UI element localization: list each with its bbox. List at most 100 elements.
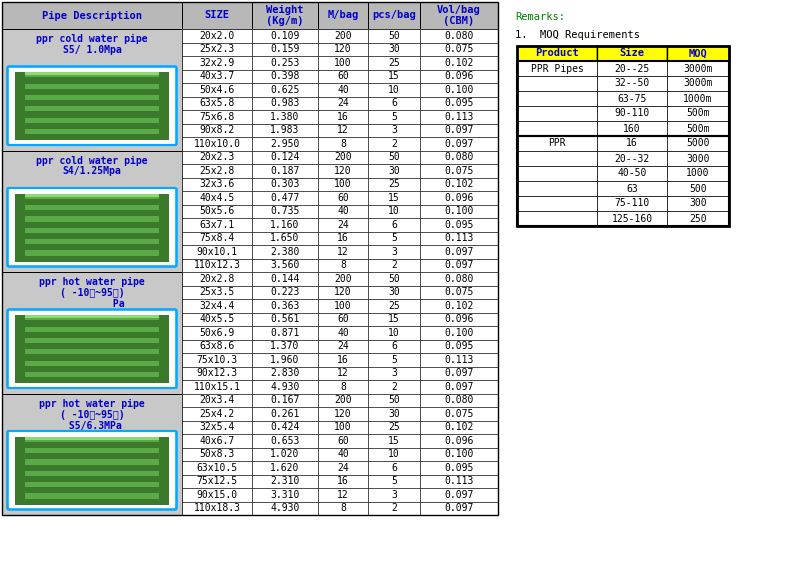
Bar <box>517 151 597 166</box>
Bar <box>318 394 368 407</box>
Bar <box>420 83 498 97</box>
Bar <box>182 245 252 258</box>
Text: 0.097: 0.097 <box>444 490 473 500</box>
Bar <box>159 437 169 504</box>
Text: 0.561: 0.561 <box>270 314 300 324</box>
Bar <box>517 61 597 76</box>
Text: Remarks:: Remarks: <box>515 12 565 22</box>
Bar <box>252 83 318 97</box>
Bar <box>318 339 368 353</box>
Text: 0.113: 0.113 <box>444 233 473 243</box>
Text: 120: 120 <box>334 166 351 176</box>
Bar <box>368 272 420 285</box>
Bar <box>667 61 729 76</box>
Bar <box>15 72 169 140</box>
Text: 0.983: 0.983 <box>270 98 300 108</box>
Bar <box>420 488 498 501</box>
Text: 0.144: 0.144 <box>270 274 300 284</box>
Text: 1.620: 1.620 <box>270 463 300 472</box>
Text: 0.735: 0.735 <box>270 206 300 216</box>
Text: 50x6.9: 50x6.9 <box>199 328 234 338</box>
Text: 100: 100 <box>334 301 351 311</box>
Bar <box>368 29 420 42</box>
Bar <box>368 123 420 137</box>
Text: 0.095: 0.095 <box>444 220 473 230</box>
Bar <box>252 42 318 56</box>
Text: 10: 10 <box>388 328 400 338</box>
Bar <box>182 501 252 515</box>
Text: 32--50: 32--50 <box>614 79 650 89</box>
Bar <box>182 326 252 339</box>
Text: 0.080: 0.080 <box>444 31 473 41</box>
Bar <box>420 501 498 515</box>
Bar <box>159 193 169 261</box>
Bar <box>252 232 318 245</box>
Bar <box>318 164 368 178</box>
Bar <box>252 299 318 313</box>
Text: 0.871: 0.871 <box>270 328 300 338</box>
Bar <box>182 56 252 69</box>
Text: SIZE: SIZE <box>205 10 230 20</box>
Bar <box>517 166 597 181</box>
Bar <box>368 232 420 245</box>
Bar <box>182 191 252 204</box>
Bar <box>252 151 318 164</box>
Bar <box>182 258 252 272</box>
Text: 25x3.5: 25x3.5 <box>199 287 234 297</box>
Bar <box>252 191 318 204</box>
Text: 12: 12 <box>337 368 349 378</box>
Text: MOQ: MOQ <box>689 49 708 58</box>
Text: 2.950: 2.950 <box>270 139 300 149</box>
Text: 0.095: 0.095 <box>444 98 473 108</box>
Bar <box>318 2 368 29</box>
Text: 1.370: 1.370 <box>270 341 300 351</box>
Bar <box>15 193 169 196</box>
Bar <box>420 272 498 285</box>
Text: 160: 160 <box>623 123 641 134</box>
Bar <box>318 178 368 191</box>
Bar <box>597 91 667 106</box>
Text: 15: 15 <box>388 193 400 203</box>
Bar <box>318 501 368 515</box>
Bar <box>318 218 368 232</box>
Bar <box>252 353 318 367</box>
Bar <box>182 380 252 394</box>
Bar <box>318 434 368 448</box>
Text: 32x2.9: 32x2.9 <box>199 58 234 68</box>
Text: 4.930: 4.930 <box>270 382 300 392</box>
Bar <box>15 488 169 493</box>
Text: 30: 30 <box>388 287 400 297</box>
Text: 120: 120 <box>334 44 351 54</box>
Text: 1.  MOQ Requirements: 1. MOQ Requirements <box>515 30 640 40</box>
Text: 0.124: 0.124 <box>270 152 300 162</box>
Bar <box>368 420 420 434</box>
Bar <box>318 313 368 326</box>
Text: ppr hot water pipe: ppr hot water pipe <box>39 277 145 287</box>
Bar <box>15 72 169 75</box>
Bar <box>420 69 498 83</box>
Bar <box>182 178 252 191</box>
Bar <box>420 258 498 272</box>
Text: 90x8.2: 90x8.2 <box>199 125 234 135</box>
Bar <box>15 255 169 262</box>
Bar <box>517 46 597 61</box>
Text: 10: 10 <box>388 206 400 216</box>
Bar <box>15 123 169 129</box>
Bar <box>368 353 420 367</box>
Text: 0.159: 0.159 <box>270 44 300 54</box>
Text: 120: 120 <box>334 409 351 419</box>
Text: 6: 6 <box>391 341 397 351</box>
Bar <box>318 123 368 137</box>
Text: 40: 40 <box>337 85 349 95</box>
Text: 25x4.2: 25x4.2 <box>199 409 234 419</box>
Bar <box>252 407 318 420</box>
Text: 75x6.8: 75x6.8 <box>199 112 234 122</box>
Bar <box>368 191 420 204</box>
Bar <box>252 380 318 394</box>
Text: Weight
(Kg/m): Weight (Kg/m) <box>266 5 304 26</box>
Text: 1000: 1000 <box>686 168 710 178</box>
Text: 75-110: 75-110 <box>614 199 650 208</box>
Bar <box>368 448 420 461</box>
Bar <box>368 83 420 97</box>
Text: 110x12.3: 110x12.3 <box>194 260 241 270</box>
